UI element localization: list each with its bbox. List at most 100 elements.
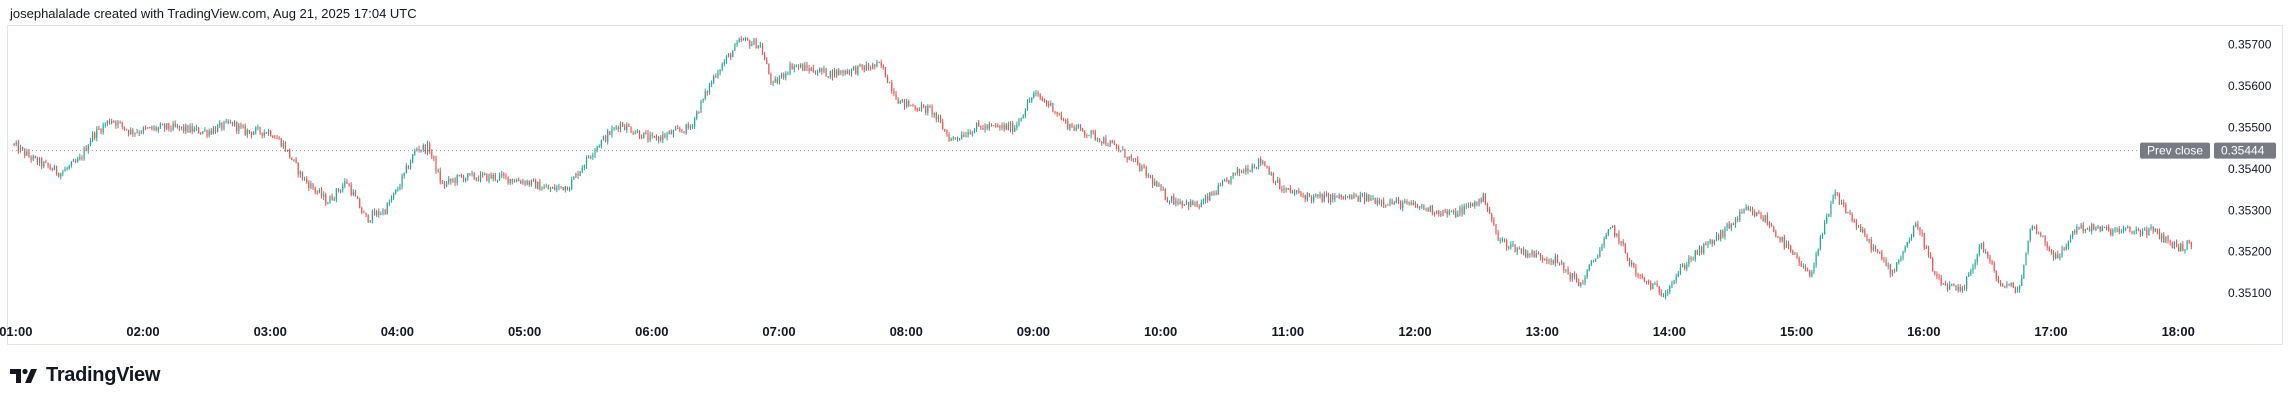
candle-body [1966,276,1968,289]
candle-body [780,73,783,79]
candle-body [1118,147,1120,151]
candle-body [1580,282,1582,286]
candle-body [1741,211,1743,213]
candle-body [1681,265,1684,268]
candle-body [333,199,335,201]
candle-body [2031,226,2033,230]
candle-body [2118,228,2120,233]
candle-body [1440,213,1442,216]
candle-body [844,70,846,75]
candle-body [925,105,927,113]
candle-body [942,122,944,130]
candle-body [384,209,386,214]
candle-body [1533,250,1535,258]
candle-body [238,124,240,131]
candle-body [356,196,359,199]
candle-body [1705,243,1707,246]
candle-body [783,73,785,78]
candle-body [1221,181,1224,186]
candle-body [1893,269,1896,271]
candle-body [1349,195,1351,198]
candle-body [494,174,496,180]
candle-body [1302,194,1304,196]
candle-body [2093,224,2095,230]
candle-body [98,128,100,130]
candle-body [2084,229,2086,231]
candle-body [1372,198,1374,200]
candle-body [2033,226,2036,228]
candle-body [1815,254,1817,265]
candle-body [1168,200,1171,202]
tradingview-footer[interactable]: TradingView [10,364,160,387]
candle-body [1531,250,1533,255]
candle-body [1285,188,1287,190]
candle-body [1836,192,1838,195]
candle-body [698,111,700,113]
candle-body [1582,282,1584,284]
candle-body [886,77,889,83]
candle-body [467,173,469,179]
candle-body [827,76,829,78]
candle-body [1885,260,1887,267]
candle-body [1073,127,1075,131]
candle-body [2152,226,2154,232]
candle-body [1614,225,1616,236]
candle-body [1389,200,1391,205]
candle-body [816,72,819,75]
candle-body [1431,205,1433,214]
candle-body [1171,196,1173,201]
candle-body [1355,194,1357,197]
chart-attribution: josephalalade created with TradingView.c… [10,6,417,21]
candle-body [1807,270,1809,272]
candle-body [1904,246,1906,253]
price-tick-label: 0.35500 [2228,120,2272,134]
candle-body [967,132,969,136]
candle-body [2148,228,2150,236]
candle-body [1641,276,1643,278]
candle-body [113,121,115,123]
candle-body [1495,224,1497,233]
candle-body [1086,135,1088,137]
candle-body [2144,229,2146,231]
candle-body [1686,264,1688,269]
candle-body [876,62,878,67]
candle-body [1826,216,1828,223]
candle-body [797,65,800,67]
candle-body [1035,92,1037,94]
candle-body [1183,203,1185,206]
candle-body [1304,195,1306,200]
price-tick-label: 0.35400 [2228,162,2272,176]
candle-body [751,43,753,47]
candle-body [108,120,111,124]
candle-body [159,124,161,128]
candle-body [1376,200,1378,204]
candle-body [611,128,613,135]
candle-body [660,137,662,141]
candle-body [1234,172,1236,174]
candle-body [2050,251,2053,253]
candle-body [1465,205,1467,207]
candle-body [306,178,308,182]
candle-body [1673,280,1675,284]
chart-plot-frame[interactable] [7,25,2283,345]
candle-body [946,130,948,135]
candle-body [590,156,592,158]
candle-body [183,126,185,132]
candle-body [38,158,41,164]
candle-body [1111,140,1113,144]
candle-body [161,124,164,126]
candle-body [944,129,946,131]
candle-body [1476,201,1478,205]
candle-body [1798,257,1800,264]
candle-body [878,62,880,64]
candle-body [1542,257,1544,260]
candle-body [1505,240,1508,248]
candlestick-chart[interactable]: 0.35700 0.35600 0.35500 0.35400 0.35300 0.352… [0,0,2290,360]
candle-body [602,136,605,141]
candle-body [484,173,486,175]
candle-body [412,154,414,163]
candle-body [2139,229,2142,235]
candle-body [1442,210,1444,216]
time-tick-label: 10:00 [1144,324,1177,339]
candle-body [172,123,174,130]
